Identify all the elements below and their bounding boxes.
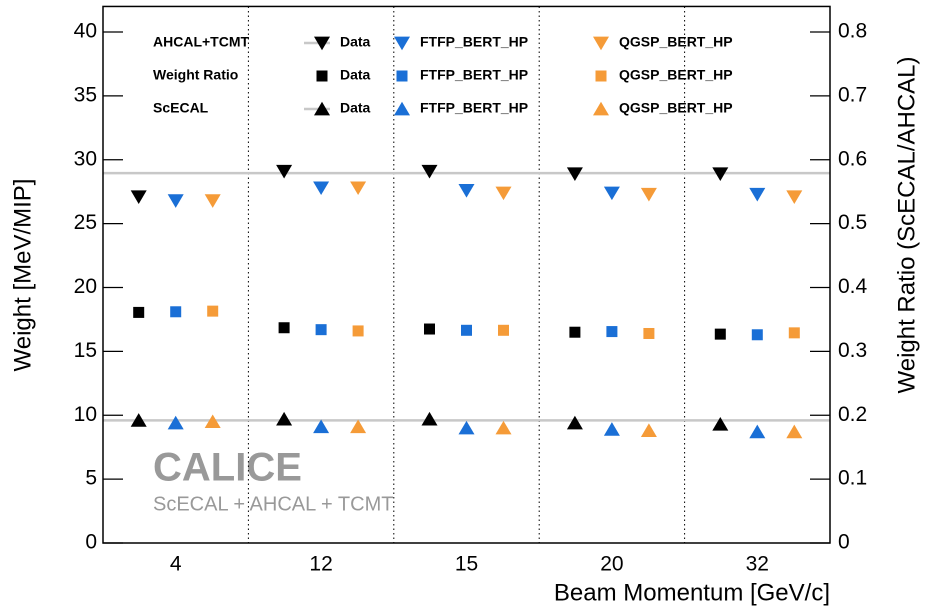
legend-label: FTFP_BERT_HP: [420, 67, 528, 83]
data-point: [170, 306, 182, 318]
data-point: [569, 326, 581, 338]
y2-tick-label: 0.1: [838, 467, 867, 490]
legend-marker: [314, 101, 330, 116]
x-tick-label: 20: [600, 553, 623, 576]
plot-frame: [102, 5, 831, 544]
y-tick-label: 0: [85, 531, 97, 554]
y2-tick-label: 0.7: [838, 83, 867, 106]
data-point: [606, 326, 618, 338]
data-point: [276, 164, 293, 179]
data-point: [167, 194, 184, 208]
x-tick-label: 32: [746, 553, 769, 576]
data-point: [421, 164, 438, 179]
data-point: [566, 167, 583, 182]
data-point: [167, 415, 184, 430]
data-point: [643, 327, 655, 339]
data-point: [640, 423, 657, 437]
y2-tick-label: 0.8: [838, 20, 867, 43]
legend-label: Data: [340, 34, 371, 50]
legend-marker: [314, 36, 330, 51]
legend-label: FTFP_BERT_HP: [420, 100, 528, 116]
legend-group-label: AHCAL+TCMT: [153, 34, 249, 50]
y2-tick-label: 0.6: [838, 147, 867, 170]
y-tick-label: 25: [74, 211, 97, 234]
y-tick-label: 30: [74, 147, 97, 170]
y-tick-label: 10: [74, 403, 97, 426]
data-point: [458, 420, 475, 435]
legend-label: Data: [340, 100, 371, 116]
legend-label: QGSP_BERT_HP: [619, 67, 733, 83]
data-point: [495, 186, 512, 201]
data-point: [421, 411, 438, 426]
y-tick-label: 20: [74, 275, 97, 298]
y2-tick-label: 0: [838, 531, 850, 554]
data-point: [712, 416, 729, 431]
y2-tick-label: 0.3: [838, 339, 867, 362]
x-tick-label: 15: [455, 553, 478, 576]
legend-marker: [595, 70, 607, 82]
data-point: [204, 414, 221, 429]
watermark: CALICE: [153, 446, 302, 490]
data-point: [130, 190, 147, 204]
data-point: [603, 422, 620, 436]
y2-tick-label: 0.2: [838, 403, 867, 426]
data-point: [749, 424, 766, 439]
data-point: [566, 415, 583, 430]
data-point: [458, 184, 475, 198]
data-point: [786, 190, 803, 204]
data-point: [461, 324, 472, 336]
x-axis-title: Beam Momentum [GeV/c]: [554, 579, 830, 606]
legend-label: Data: [340, 67, 371, 83]
y-tick-label: 5: [85, 467, 97, 490]
data-point: [712, 167, 729, 182]
data-point: [130, 413, 147, 427]
legend-label: FTFP_BERT_HP: [420, 34, 528, 50]
y-axis-title: Weight [MeV/MIP]: [9, 179, 36, 372]
data-point: [603, 186, 620, 201]
watermark-sub: ScECAL + AHCAL + TCMT: [153, 493, 393, 515]
data-point: [278, 322, 290, 334]
data-point: [424, 323, 435, 335]
x-tick-label: 4: [170, 553, 182, 576]
y2-tick-label: 0.4: [838, 275, 868, 298]
y-tick-label: 40: [74, 20, 97, 43]
data-point: [207, 305, 219, 317]
data-point: [749, 187, 766, 202]
data-point: [786, 424, 803, 439]
data-point: [350, 181, 367, 196]
data-point: [313, 419, 330, 434]
y2-axis-title: Weight Ratio (ScECAL/AHCAL): [893, 56, 920, 393]
legend-group-label: Weight Ratio: [153, 67, 238, 83]
data-point: [751, 329, 763, 341]
data-point: [133, 306, 145, 318]
x-tick-label: 12: [309, 553, 332, 576]
data-point: [276, 411, 293, 426]
y-tick-label: 35: [74, 83, 97, 106]
y-tick-label: 15: [74, 339, 97, 362]
y2-tick-label: 0.5: [838, 211, 867, 234]
data-point: [352, 325, 364, 337]
data-point: [315, 324, 327, 336]
data-point: [350, 419, 367, 434]
legend-marker: [593, 36, 609, 51]
data-point: [204, 194, 221, 208]
data-point: [714, 328, 726, 340]
legend-marker: [316, 70, 328, 82]
data-point: [495, 420, 512, 435]
data-point: [498, 324, 509, 336]
legend-marker: [394, 101, 410, 116]
legend-label: QGSP_BERT_HP: [619, 100, 733, 116]
legend-group-label: ScECAL: [153, 100, 209, 116]
legend-label: QGSP_BERT_HP: [619, 34, 733, 50]
legend-marker: [396, 70, 408, 82]
data-point: [788, 327, 800, 339]
legend-marker: [394, 36, 410, 51]
data-point: [640, 187, 657, 202]
data-point: [313, 181, 330, 196]
legend-marker: [593, 101, 609, 116]
